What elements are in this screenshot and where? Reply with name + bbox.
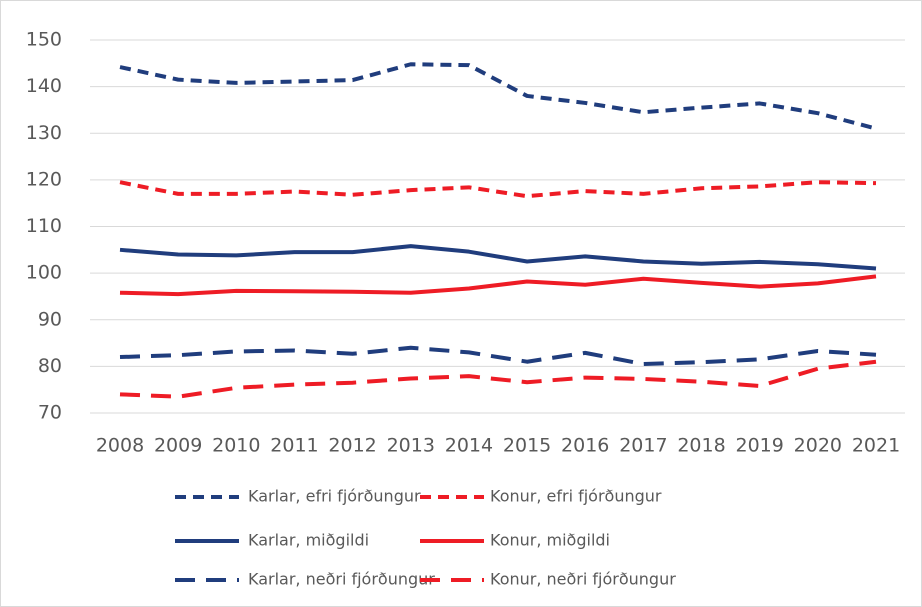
y-tick-label: 140: [26, 75, 62, 97]
legend-label: Karlar, miðgildi: [248, 531, 369, 550]
y-tick-label: 100: [26, 262, 62, 284]
x-tick-label: 2016: [561, 435, 609, 457]
legend-label: Konur, miðgildi: [490, 531, 610, 550]
x-tick-label: 2008: [96, 435, 144, 457]
legend-label: Karlar, efri fjórðungur: [248, 487, 421, 506]
x-tick-label: 2013: [387, 435, 435, 457]
y-tick-label: 110: [26, 215, 62, 237]
y-tick-label: 80: [38, 355, 62, 377]
line-series: [119, 62, 877, 131]
y-tick-label: 70: [38, 402, 62, 424]
y-tick-label: 150: [26, 29, 62, 51]
x-tick-label: 2012: [328, 435, 376, 457]
x-tick-label: 2010: [212, 435, 260, 457]
y-tick-label: 90: [38, 308, 62, 330]
y-tick-label: 130: [26, 122, 62, 144]
y-tick-label: 120: [26, 168, 62, 190]
x-tick-label: 2017: [619, 435, 667, 457]
x-tick-label: 2019: [736, 435, 784, 457]
x-tick-label: 2009: [154, 435, 202, 457]
x-tick-label: 2015: [503, 435, 551, 457]
line-series: [119, 359, 877, 399]
x-tick-label: 2011: [270, 435, 318, 457]
line-series: [119, 274, 877, 297]
x-tick-label: 2021: [852, 435, 900, 457]
x-tick-label: 2020: [794, 435, 842, 457]
line-series: [119, 180, 877, 199]
line-series: [119, 244, 877, 271]
x-tick-label: 2018: [677, 435, 725, 457]
line-series: [119, 345, 877, 367]
legend-label: Karlar, neðri fjórðungur: [248, 570, 435, 589]
legend-label: Konur, neðri fjórðungur: [490, 570, 676, 589]
legend-label: Konur, efri fjórðungur: [490, 487, 662, 506]
x-tick-label: 2014: [445, 435, 493, 457]
